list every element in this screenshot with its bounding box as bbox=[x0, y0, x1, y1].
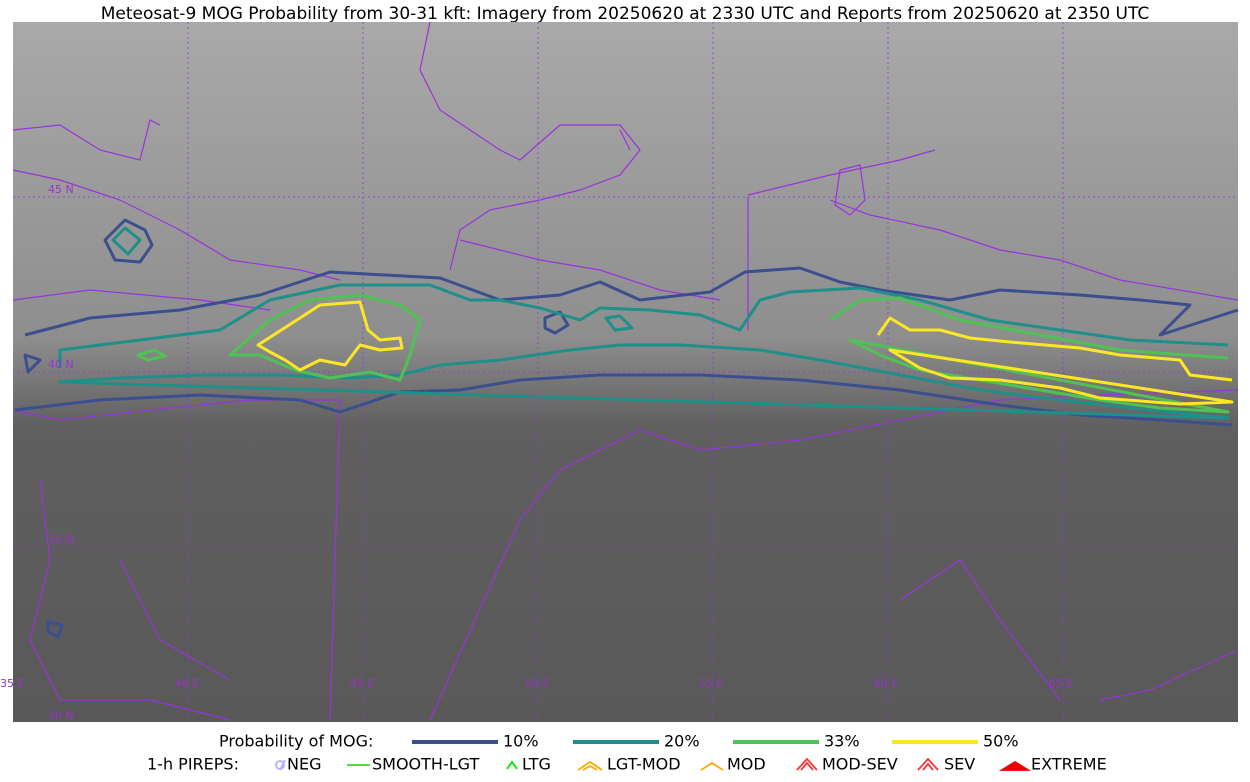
contours bbox=[14, 218, 1239, 639]
pirep-icon bbox=[577, 760, 603, 771]
lon-label: 60 E bbox=[874, 677, 898, 690]
lon-label: 65 E bbox=[1049, 677, 1073, 690]
legend-label: SMOOTH-LGT bbox=[372, 755, 479, 774]
lon-label: 50 E bbox=[525, 677, 549, 690]
pirep-icon bbox=[917, 757, 939, 771]
legend-heading: Probability of MOG: bbox=[219, 732, 373, 751]
legend-label: 33% bbox=[824, 732, 860, 751]
lon-labels: 35 E 40 E 45 E 50 E 55 E 60 E 65 E bbox=[0, 677, 1073, 690]
map: 45 N 40 N 35 N 30 N 35 E 40 E 45 E 50 E … bbox=[0, 21, 1239, 722]
lon-label: 35 E bbox=[0, 677, 24, 690]
legend-label: 20% bbox=[664, 732, 700, 751]
contour-10 bbox=[14, 266, 1239, 427]
legend-label: 50% bbox=[983, 732, 1019, 751]
lon-label: 45 E bbox=[350, 677, 374, 690]
contour-33 bbox=[136, 293, 1230, 414]
lat-label: 35 N bbox=[48, 533, 74, 546]
pirep-icon bbox=[700, 761, 724, 771]
contour-50 bbox=[256, 300, 1234, 406]
legend-label: 10% bbox=[503, 732, 539, 751]
legend-label: MOD-SEV bbox=[822, 755, 898, 774]
title: Meteosat-9 MOG Probability from 30-31 kf… bbox=[101, 4, 1150, 24]
pirep-icon bbox=[796, 757, 818, 771]
legend-label: LTG bbox=[522, 755, 551, 774]
legend: Probability of MOG: 1-h PIREPS: 10% 20% 33… bbox=[147, 732, 1107, 774]
contour-20 bbox=[58, 283, 1230, 420]
lon-label: 55 E bbox=[699, 677, 723, 690]
legend-label: MOD bbox=[727, 755, 766, 774]
lat-label: 45 N bbox=[48, 183, 74, 196]
pirep-icon bbox=[275, 759, 286, 771]
borders bbox=[12, 21, 1239, 721]
lat-label: 30 N bbox=[48, 709, 74, 722]
legend-heading: 1-h PIREPS: bbox=[147, 755, 239, 774]
pirep-icon bbox=[998, 760, 1032, 771]
lat-labels: 45 N 40 N 35 N 30 N bbox=[48, 183, 74, 722]
lon-label: 40 E bbox=[175, 677, 199, 690]
legend-label: LGT-MOD bbox=[607, 755, 681, 774]
lat-label: 40 N bbox=[48, 358, 74, 371]
contour-10 bbox=[23, 218, 570, 639]
legend-label: NEG bbox=[287, 755, 321, 774]
legend-label: EXTREME bbox=[1031, 755, 1107, 774]
pirep-icon bbox=[506, 760, 518, 770]
contour-20 bbox=[111, 226, 634, 332]
legend-label: SEV bbox=[944, 755, 975, 774]
